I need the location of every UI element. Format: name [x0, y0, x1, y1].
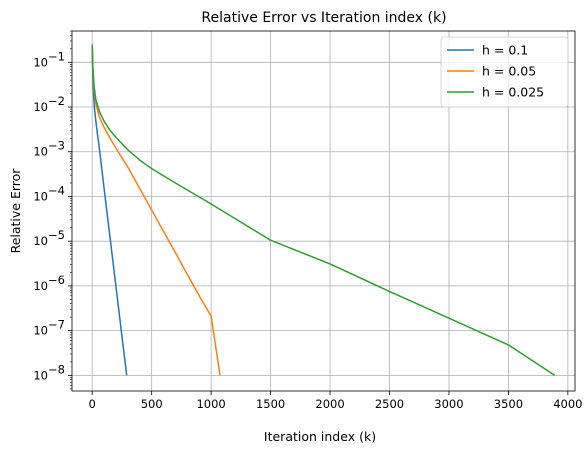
chart-title: Relative Error vs Iteration index (k): [201, 10, 446, 26]
x-tick-label: 3500: [494, 397, 523, 411]
y-tick-exponent: −8: [48, 362, 65, 376]
y-tick-exponent: −2: [48, 94, 65, 108]
y-tick-exponent: −3: [48, 139, 65, 153]
y-tick-label: 10: [33, 324, 48, 338]
x-tick-label: 4000: [553, 397, 582, 411]
series-line: [91, 44, 556, 376]
y-tick-exponent: −7: [48, 318, 65, 332]
x-axis-label: Iteration index (k): [264, 429, 376, 444]
y-tick-exponent: −5: [48, 228, 65, 242]
legend-label: h = 0.1: [482, 43, 528, 58]
axis-ticks: 0 500 1000 1500 2000 2500 3000 3500 400010−810−7…: [33, 30, 583, 411]
series-line: [91, 44, 128, 376]
x-tick-label: 2500: [375, 397, 404, 411]
x-tick-label: 3000: [434, 397, 463, 411]
y-tick-label: 10: [33, 55, 48, 69]
legend-box: [440, 36, 569, 108]
grid-lines: [72, 31, 575, 391]
x-tick-label: 0: [89, 397, 96, 411]
y-tick-label: 10: [33, 279, 48, 293]
y-tick-label: 10: [33, 145, 48, 159]
y-tick-label: 10: [33, 368, 48, 382]
y-tick-exponent: −6: [48, 273, 65, 287]
series-lines: [91, 44, 556, 376]
y-tick-label: 10: [33, 234, 48, 248]
y-tick-exponent: −1: [48, 49, 65, 63]
y-axis-label: Relative Error: [8, 168, 23, 254]
plot-area-frame: [71, 30, 576, 392]
x-tick-label: 1000: [196, 397, 225, 411]
x-tick-label: 1500: [256, 397, 285, 411]
y-tick-label: 10: [33, 189, 48, 203]
x-tick-label: 500: [141, 397, 163, 411]
x-tick-label: 2000: [315, 397, 344, 411]
legend: h = 0.1 h = 0.05 h = 0.025: [440, 36, 569, 108]
legend-label: h = 0.025: [482, 85, 544, 100]
y-tick-label: 10: [33, 100, 48, 114]
series-line: [91, 44, 221, 376]
y-tick-exponent: −4: [48, 183, 65, 197]
legend-label: h = 0.05: [482, 64, 536, 79]
